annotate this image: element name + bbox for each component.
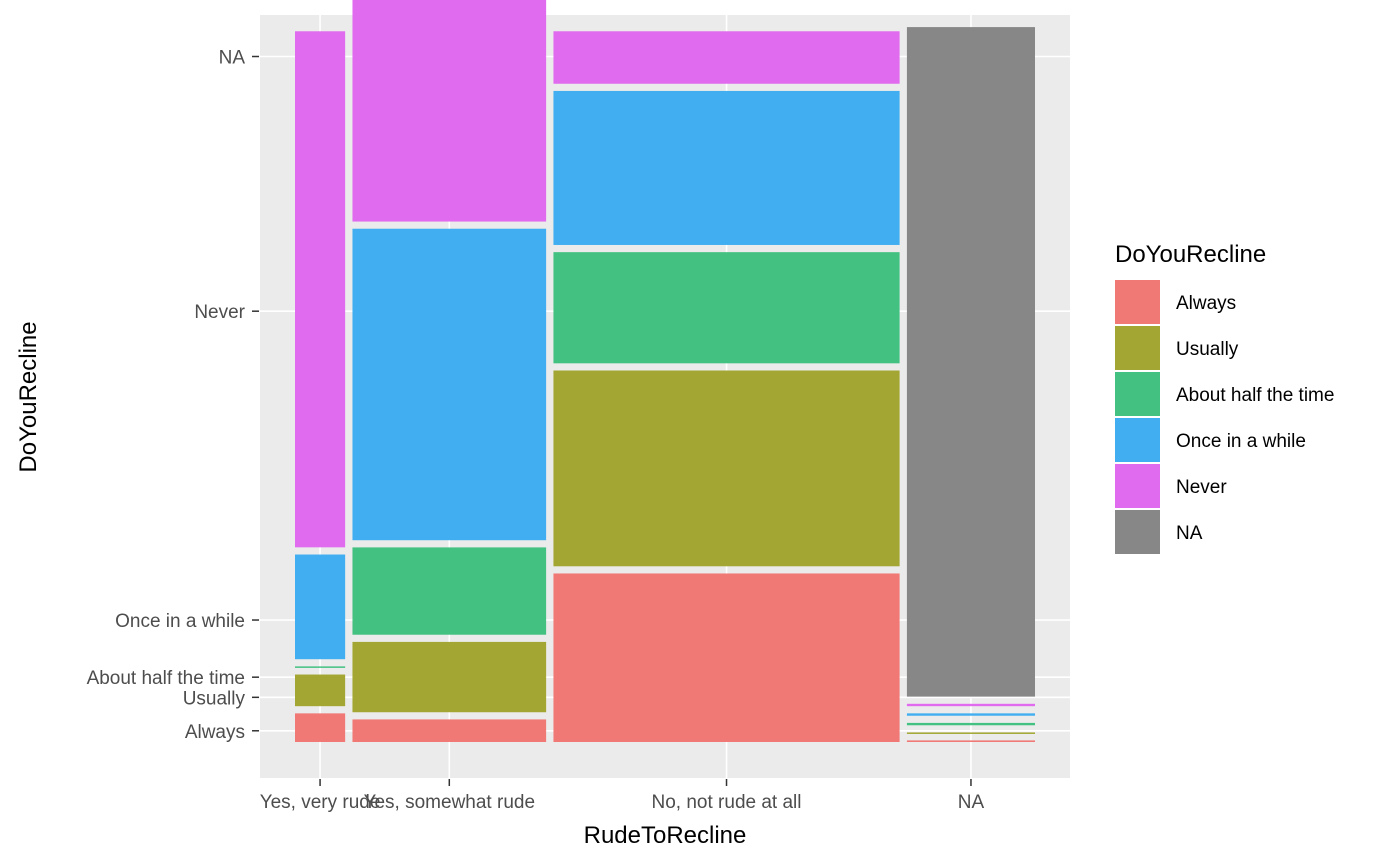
mosaic-tile [352, 547, 547, 635]
y-tick-label: Usually [183, 688, 246, 709]
mosaic-tile [352, 228, 547, 541]
legend-items: Always Usually About half the time Once in … [1115, 280, 1334, 554]
x-axis-title: RudeToRecline [584, 822, 747, 849]
mosaic-tile [553, 252, 900, 364]
mosaic-tile [295, 666, 346, 668]
legend-label: Always [1176, 293, 1236, 314]
y-tick-label: NA [219, 48, 246, 69]
mosaic-tile [553, 573, 900, 742]
legend-swatch [1115, 372, 1160, 416]
mosaic-tile [553, 31, 900, 84]
mosaic-tile [352, 0, 547, 222]
mosaic-tile [906, 713, 1035, 716]
mosaic-tile [906, 732, 1035, 734]
mosaic-tile [295, 554, 346, 660]
x-tick-label: No, not rude at all [652, 792, 802, 813]
mosaic-tiles [295, 0, 1035, 742]
mosaic-tile [295, 674, 346, 707]
legend-label: Usually [1176, 339, 1239, 360]
legend-swatch [1115, 464, 1160, 508]
mosaic-tile [553, 370, 900, 567]
x-tick-label: Yes, somewhat rude [364, 792, 535, 813]
mosaic-tile [553, 90, 900, 245]
y-axis-title: DoYouRecline [15, 321, 42, 472]
y-tick-label: Once in a while [115, 611, 245, 632]
mosaic-tile [906, 722, 1035, 726]
legend-label: NA [1176, 523, 1203, 544]
legend-title: DoYouRecline [1115, 241, 1266, 268]
mosaic-tile [906, 27, 1035, 697]
legend-label: Never [1176, 477, 1227, 498]
x-tick-label: Yes, very rude [260, 792, 381, 813]
mosaic-tile [906, 740, 1035, 742]
legend-swatch [1115, 326, 1160, 370]
mosaic-tile [295, 31, 346, 548]
y-tick-label: Always [185, 722, 245, 743]
legend-swatch [1115, 510, 1160, 554]
mosaic-tile [295, 713, 346, 742]
y-tick-label: About half the time [87, 668, 245, 689]
mosaic-tile [906, 703, 1035, 707]
legend-swatch [1115, 418, 1160, 462]
legend-label: Once in a while [1176, 431, 1306, 452]
y-tick-label: Never [194, 302, 245, 323]
legend-label: About half the time [1176, 385, 1334, 406]
mosaic-tile [352, 641, 547, 713]
legend: DoYouRecline Always Usually About half the… [1115, 241, 1334, 554]
legend-swatch [1115, 280, 1160, 324]
mosaic-tile [352, 719, 547, 742]
x-tick-label: NA [958, 792, 985, 813]
